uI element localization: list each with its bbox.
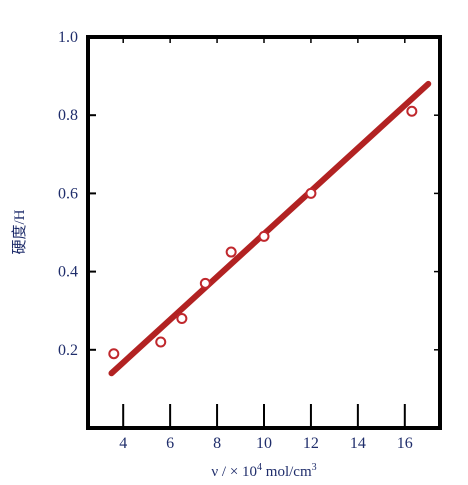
y-tick-label: 0.8 (58, 107, 78, 124)
x-tick-label: 8 (213, 435, 221, 452)
data-point (406, 105, 418, 117)
data-point (199, 277, 211, 289)
data-point (225, 246, 237, 258)
x-tick-label: 4 (119, 435, 127, 452)
axes: 4 6 8 10 12 14 16 0.2 0.4 0.6 0.8 1.0 (58, 29, 442, 452)
y-tick-label: 0.4 (58, 264, 78, 281)
fit-line-group (108, 80, 432, 377)
data-point (258, 230, 270, 242)
data-point (176, 313, 188, 325)
data-point (155, 336, 167, 348)
y-tick-label: 0.6 (58, 185, 78, 202)
axis-labels: ν / × 104 mol/cm3 硬度/H (11, 209, 317, 480)
y-axis-label: 硬度/H (11, 209, 28, 254)
y-tick-label: 1.0 (58, 29, 78, 46)
fit-line (108, 80, 432, 377)
data-points (108, 105, 418, 360)
x-tick-label: 16 (397, 435, 413, 452)
x-tick-label: 10 (256, 435, 272, 452)
data-point (108, 348, 120, 360)
x-tick-label: 6 (166, 435, 174, 452)
x-axis-label: ν / × 104 mol/cm3 (211, 462, 316, 480)
data-point (305, 187, 317, 199)
x-tick-label: 12 (303, 435, 319, 452)
x-tick-label: 14 (350, 435, 366, 452)
y-tick-label: 0.2 (58, 342, 78, 359)
